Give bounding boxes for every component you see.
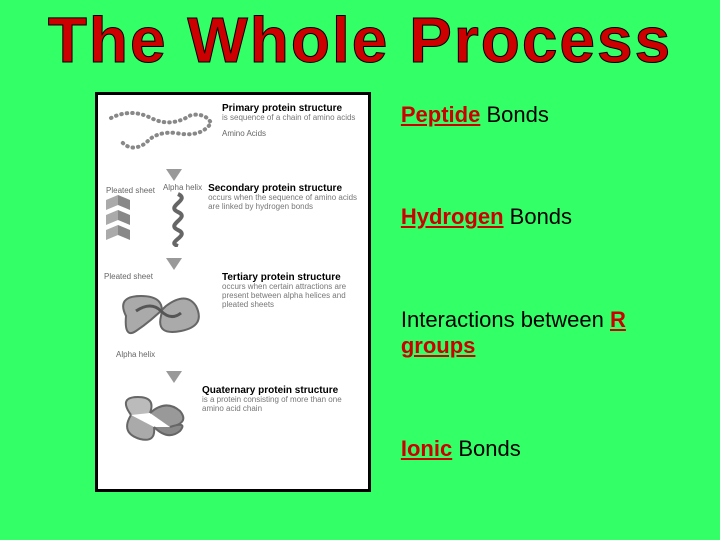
level-tertiary: Pleated sheet Alpha helix Tertiary prote… bbox=[106, 272, 360, 365]
bond-emph: Hydrogen bbox=[401, 204, 504, 229]
tertiary-icon: Pleated sheet Alpha helix bbox=[106, 272, 216, 365]
bond-ionic: Ionic Bonds bbox=[401, 436, 680, 462]
primary-sub: is sequence of a chain of amino acids bbox=[222, 114, 360, 123]
bond-emph: Ionic bbox=[401, 436, 452, 461]
bonds-list: Peptide Bonds Hydrogen Bonds Interaction… bbox=[401, 92, 680, 492]
bond-emph: Peptide bbox=[401, 102, 480, 127]
tert-helix-label: Alpha helix bbox=[116, 350, 226, 359]
protein-structure-diagram: Primary protein structure is sequence of… bbox=[95, 92, 371, 492]
bond-rgroups: Interactions between R groups bbox=[401, 307, 680, 360]
level-secondary: Pleated sheet Alpha helix bbox=[106, 183, 360, 252]
quaternary-icon bbox=[106, 385, 196, 460]
pleated-label: Pleated sheet bbox=[106, 186, 155, 195]
content-row: Primary protein structure is sequence of… bbox=[0, 92, 720, 492]
quaternary-sub: is a protein consisting of more than one… bbox=[202, 396, 360, 414]
bond-pre: Interactions between bbox=[401, 307, 610, 332]
bond-rest: Bonds bbox=[504, 204, 573, 229]
slide-title: The Whole Process bbox=[0, 0, 720, 72]
arrow-icon bbox=[166, 371, 182, 383]
bond-rest: Bonds bbox=[452, 436, 521, 461]
bond-rest: Bonds bbox=[480, 102, 549, 127]
helix-label: Alpha helix bbox=[163, 183, 202, 192]
level-quaternary: Quaternary protein structure is a protei… bbox=[106, 385, 360, 460]
bond-hydrogen: Hydrogen Bonds bbox=[401, 204, 680, 230]
secondary-sub: occurs when the sequence of amino acids … bbox=[208, 194, 360, 212]
primary-chain-icon bbox=[106, 103, 216, 163]
level-primary: Primary protein structure is sequence of… bbox=[106, 103, 360, 163]
arrow-icon bbox=[166, 258, 182, 270]
tertiary-sub: occurs when certain attractions are pres… bbox=[222, 283, 360, 309]
secondary-icon: Pleated sheet Alpha helix bbox=[106, 183, 202, 252]
arrow-icon bbox=[166, 169, 182, 181]
primary-label: Amino Acids bbox=[222, 129, 360, 138]
bond-peptide: Peptide Bonds bbox=[401, 102, 680, 128]
tert-pleated-label: Pleated sheet bbox=[104, 272, 214, 281]
